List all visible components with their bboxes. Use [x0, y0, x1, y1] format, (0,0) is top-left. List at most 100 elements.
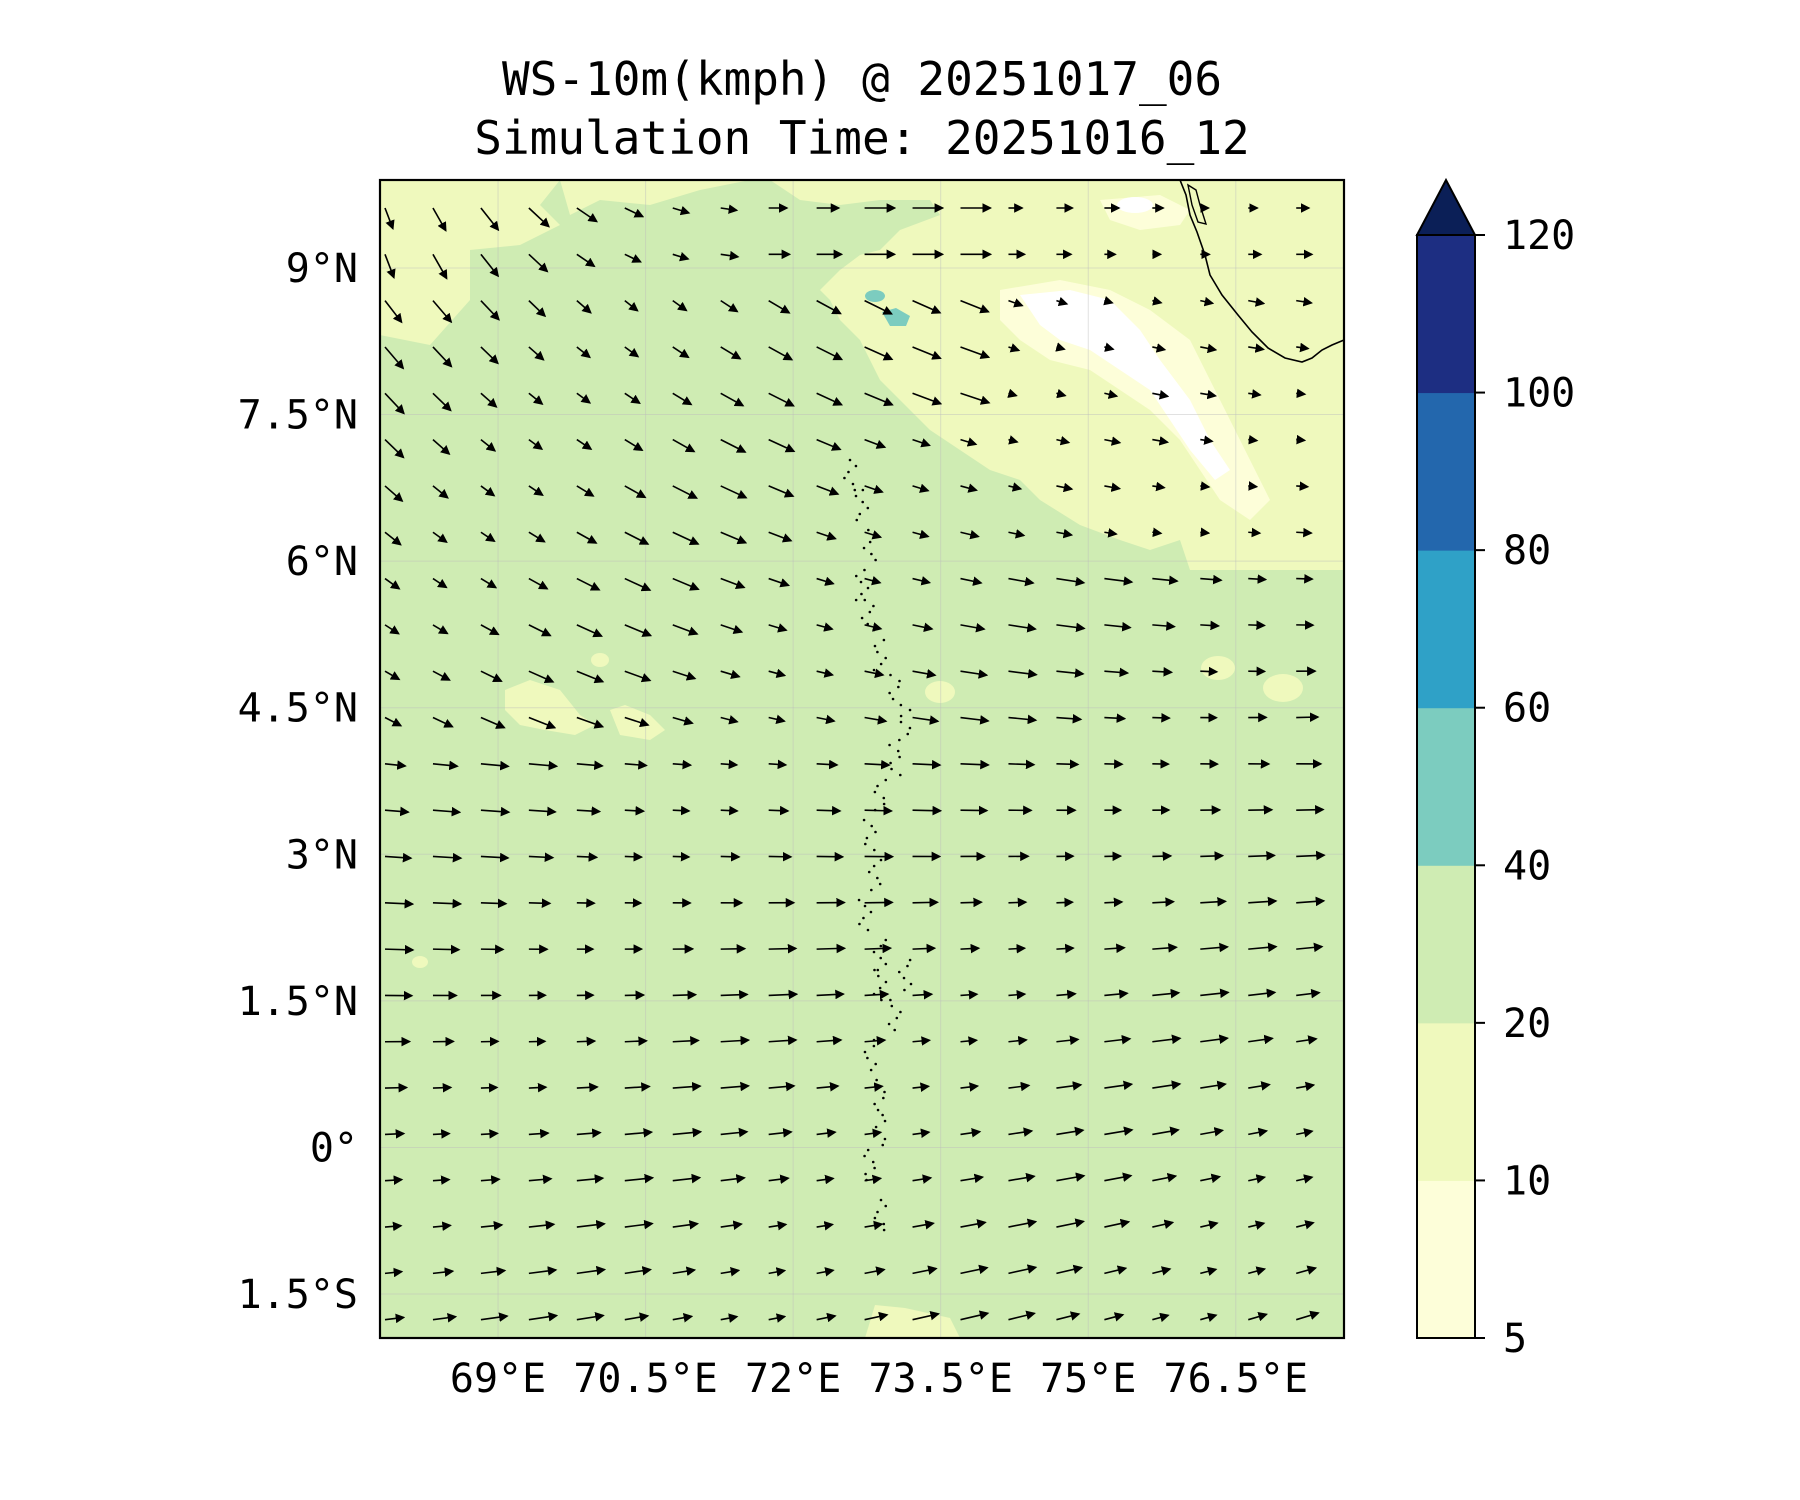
wind-vector	[624, 1266, 653, 1276]
wind-vector	[432, 207, 447, 232]
island-dot	[884, 938, 888, 942]
wind-vector	[1200, 574, 1223, 585]
wind-vector	[1200, 620, 1221, 631]
island-dot	[872, 950, 876, 954]
wind-vector	[960, 1310, 990, 1321]
wind-vector	[432, 253, 448, 280]
wind-band-10-20-patch-1	[505, 680, 595, 735]
wind-vector	[1104, 667, 1130, 678]
wind-vector	[432, 1129, 451, 1139]
island-chain	[843, 458, 913, 1232]
wind-vector	[720, 299, 739, 313]
wind-vector	[1104, 1312, 1125, 1322]
wind-vector	[432, 346, 453, 368]
island-dot	[860, 616, 864, 620]
island-dot	[873, 1216, 877, 1220]
wind-vector	[1104, 1265, 1128, 1275]
wind-vector	[624, 392, 641, 405]
wind-vector	[816, 668, 835, 678]
wind-vector	[624, 346, 640, 358]
wind-vector	[768, 1267, 787, 1277]
wind-vector	[768, 943, 798, 954]
wind-vector	[528, 1082, 548, 1093]
wind-vector	[1104, 436, 1122, 446]
island-dot	[879, 944, 883, 948]
wind-vector	[1200, 1080, 1227, 1091]
wind-vector	[480, 1129, 499, 1139]
wind-vector	[768, 1313, 787, 1323]
wind-vector	[480, 300, 500, 321]
wind-vector	[960, 529, 980, 540]
wind-vector	[1200, 942, 1230, 953]
wind-vector	[1296, 1265, 1318, 1275]
wind-vector	[1008, 1264, 1038, 1275]
wind-vector	[912, 715, 940, 725]
wind-vector	[624, 624, 653, 637]
wind-vector	[672, 805, 691, 816]
wind-vector	[1200, 851, 1225, 861]
colorbar-label: 10	[1503, 1158, 1551, 1204]
island-dot	[871, 1160, 875, 1164]
wind-vector	[960, 1173, 985, 1184]
island-dot	[853, 488, 857, 492]
wind-vector	[672, 1173, 702, 1184]
wind-vector	[960, 299, 990, 314]
wind-vector	[720, 1266, 741, 1277]
wind-vector	[816, 1312, 837, 1323]
wind-vector	[528, 1312, 559, 1322]
lon-tick-label: 76.5°E	[1164, 1356, 1309, 1402]
island-dot	[863, 598, 867, 602]
wind-vector	[384, 531, 402, 546]
wind-vector	[960, 715, 990, 725]
coastline-lagoon	[1186, 183, 1208, 225]
wind-vector	[576, 300, 592, 314]
island-dot	[888, 691, 891, 695]
wind-vector	[1104, 342, 1115, 352]
wind-vector	[768, 438, 796, 453]
colorbar-label: 20	[1503, 1001, 1551, 1047]
wind-vector	[960, 622, 986, 633]
wind-vector	[384, 670, 401, 681]
island-dot	[884, 980, 888, 984]
wind-vector	[1152, 897, 1176, 907]
wind-vector	[432, 852, 463, 863]
wind-vector	[1152, 1312, 1170, 1323]
island-dot	[873, 968, 876, 972]
wind-vector	[864, 438, 887, 449]
wind-vector	[864, 715, 888, 725]
wind-vector	[1008, 1127, 1034, 1137]
wind-vector	[1248, 1081, 1271, 1091]
island-dot	[898, 738, 901, 742]
wind-vector	[1152, 621, 1176, 631]
island-dot	[878, 882, 882, 886]
wind-vector	[720, 250, 740, 261]
wind-vector	[432, 392, 452, 412]
wind-vector	[768, 1128, 793, 1138]
wind-vector	[576, 485, 595, 497]
island-dot	[854, 494, 858, 498]
wind-vector	[672, 299, 688, 312]
island-dot	[854, 598, 858, 602]
wind-vector	[1104, 1172, 1133, 1182]
wind-vector	[1008, 1081, 1031, 1092]
wind-vector	[864, 392, 894, 407]
wind-vector	[1248, 1174, 1267, 1184]
wind-vector	[1296, 296, 1313, 307]
wind-vector	[480, 253, 500, 278]
wind-vector	[576, 253, 596, 268]
island-dot	[908, 958, 912, 962]
colorbar-segment	[1417, 707, 1475, 866]
wind-vector	[720, 531, 748, 545]
wind-vector	[960, 759, 990, 770]
wind-vector	[1008, 529, 1026, 539]
wind-vector	[624, 805, 646, 816]
wind-vector	[1296, 1174, 1314, 1184]
wind-vector	[864, 1220, 884, 1231]
wind-vector	[672, 1036, 700, 1046]
island-dot	[908, 726, 912, 730]
lat-tick-label: 9°N	[286, 246, 358, 292]
island-dot	[876, 1210, 879, 1214]
island-dot	[896, 749, 900, 753]
wind-vector	[576, 207, 599, 223]
colorbar-segment	[1417, 550, 1475, 709]
